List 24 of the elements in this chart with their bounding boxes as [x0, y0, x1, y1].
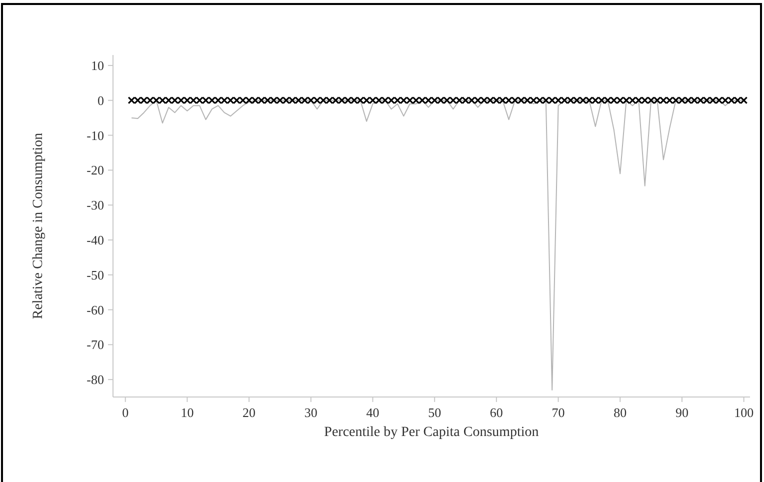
x-axis-title: Percentile by Per Capita Consumption	[324, 425, 539, 440]
y-tick-label: -70	[86, 337, 104, 352]
line-series	[131, 100, 744, 391]
y-tick-label: 0	[98, 92, 104, 108]
x-tick-label: 40	[366, 405, 380, 420]
y-tick-label: -20	[86, 162, 104, 178]
x-tick-label: 60	[490, 405, 503, 420]
y-axis-title: Relative Change in Consumption	[31, 132, 46, 320]
y-tick-label: -50	[86, 267, 104, 282]
x-tick-label: 0	[122, 405, 129, 420]
y-tick-label: -60	[86, 302, 104, 318]
y-tick-label: -40	[86, 232, 104, 248]
y-tick-label: 10	[91, 58, 104, 74]
x-tick-label: 80	[614, 405, 627, 420]
x-tick-label: 20	[242, 405, 256, 420]
x-tick-label: 70	[552, 405, 565, 420]
x-tick-label: 100	[734, 405, 754, 420]
y-tick-label: -80	[86, 372, 104, 388]
y-tick-label: -10	[86, 128, 104, 143]
y-tick-label: -30	[86, 198, 104, 213]
x-tick-label: 10	[180, 405, 194, 420]
x-tick-label: 90	[675, 405, 688, 420]
x-tick-label: 50	[428, 405, 442, 420]
x-tick-label: 30	[304, 405, 318, 420]
